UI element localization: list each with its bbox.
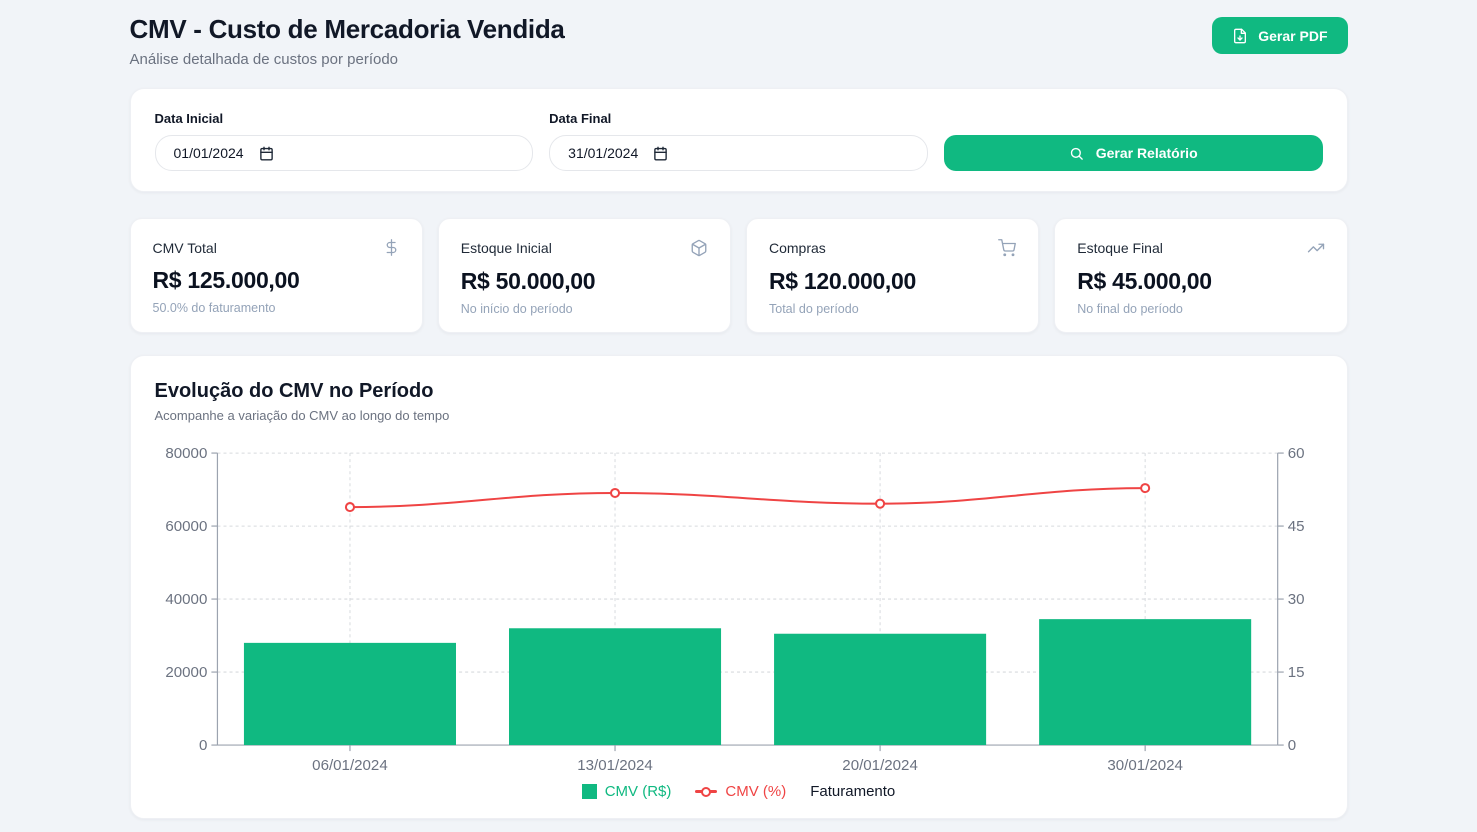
generate-pdf-button[interactable]: Gerar PDF	[1212, 17, 1348, 54]
generate-pdf-label: Gerar PDF	[1258, 27, 1328, 44]
svg-text:45: 45	[1287, 518, 1304, 535]
end-date-label: Data Final	[549, 111, 612, 126]
stat-value: R$ 50.000,00	[460, 268, 596, 294]
end-date-field: Data Final 31/01/2024	[549, 111, 928, 171]
search-icon	[1069, 146, 1084, 161]
content-container: CMV - Custo de Mercadoria Vendida Anális…	[129, 0, 1348, 820]
svg-text:0: 0	[1287, 737, 1295, 754]
chart-subtitle: Acompanhe a variação do CMV ao longo do …	[154, 408, 450, 423]
page-subtitle: Análise detalhada de custos por período	[129, 51, 399, 68]
end-date-input[interactable]: 31/01/2024	[549, 135, 928, 171]
start-date-field: Data Inicial 01/01/2024	[154, 111, 534, 171]
svg-text:40000: 40000	[165, 591, 207, 608]
stat-sub: Total do período	[769, 302, 859, 316]
page-title: CMV - Custo de Mercadoria Vendida	[129, 14, 565, 44]
filter-card: Data Inicial 01/01/2024 Data Final	[129, 88, 1348, 192]
stat-label: Estoque Inicial	[460, 240, 552, 256]
stat-card-estoque-inicial: Estoque Inicial R$ 50.000,00 No início d…	[437, 218, 731, 333]
svg-text:60: 60	[1287, 445, 1304, 462]
line-marker-icon	[695, 786, 718, 797]
dollar-icon	[383, 239, 400, 256]
stat-value: R$ 120.000,00	[769, 268, 917, 294]
legend-item-cmv-rs[interactable]: CMV (R$)	[581, 783, 672, 801]
svg-text:60000: 60000	[165, 518, 207, 535]
svg-text:06/01/2024: 06/01/2024	[312, 757, 388, 774]
end-date-value: 31/01/2024	[568, 145, 639, 161]
stat-sub: No início do período	[460, 302, 573, 316]
generate-report-button[interactable]: Gerar Relatório	[943, 135, 1323, 171]
stat-sub: No final do período	[1077, 302, 1183, 316]
svg-text:20000: 20000	[165, 664, 207, 681]
start-date-label: Data Inicial	[154, 111, 224, 126]
cmv-evolution-chart: 0 20000 40000 60000 80000 0 15 30 45 60 06/01/2024…	[155, 443, 1323, 779]
page-header-text: CMV - Custo de Mercadoria Vendida Anális…	[130, 14, 565, 68]
file-down-icon	[1232, 28, 1248, 44]
page-header: CMV - Custo de Mercadoria Vendida Anális…	[130, 14, 1348, 68]
stat-card-estoque-final: Estoque Final R$ 45.000,00 No final do p…	[1054, 218, 1348, 333]
start-date-value: 01/01/2024	[173, 145, 244, 161]
stat-card-compras: Compras R$ 120.000,00 Total do período	[746, 218, 1040, 333]
calendar-icon[interactable]	[259, 146, 274, 161]
chart-card: Evolução do CMV no Período Acompanhe a v…	[129, 355, 1348, 820]
trending-up-icon	[1307, 239, 1325, 257]
svg-text:15: 15	[1287, 664, 1304, 681]
svg-text:30/01/2024: 30/01/2024	[1107, 757, 1183, 774]
calendar-icon[interactable]	[653, 146, 668, 161]
legend-item-cmv-pct[interactable]: CMV (%)	[695, 783, 786, 800]
stat-sub: 50.0% do faturamento	[152, 301, 276, 315]
legend-item-faturamento[interactable]: Faturamento	[810, 783, 895, 800]
bar-swatch-icon	[581, 784, 597, 800]
chart-title: Evolução do CMV no Período	[154, 380, 434, 402]
stat-label: Compras	[769, 240, 826, 256]
svg-text:0: 0	[198, 737, 206, 754]
stat-label: Estoque Final	[1077, 240, 1163, 256]
stat-value: R$ 125.000,00	[152, 267, 300, 293]
svg-text:13/01/2024: 13/01/2024	[577, 757, 653, 774]
stat-label: CMV Total	[152, 239, 217, 256]
chart-canvas[interactable]: 0 20000 40000 60000 80000 0 15 30 45 60 06/01/2024…	[155, 443, 1323, 779]
legend-label: CMV (R$)	[604, 783, 672, 801]
svg-text:20/01/2024: 20/01/2024	[842, 757, 918, 774]
stat-value: R$ 45.000,00	[1077, 268, 1212, 294]
start-date-input[interactable]: 01/01/2024	[154, 135, 534, 171]
svg-text:80000: 80000	[165, 445, 207, 462]
generate-report-label: Gerar Relatório	[1095, 145, 1198, 161]
package-icon	[690, 239, 708, 257]
legend-label: CMV (%)	[725, 783, 787, 801]
cart-icon	[998, 239, 1017, 257]
stats-row: CMV Total R$ 125.000,00 50.0% do faturam…	[129, 218, 1348, 333]
legend-label: Faturamento	[810, 783, 896, 801]
chart-legend: CMV (R$) CMV (%) Faturamento	[155, 783, 1323, 800]
svg-text:30: 30	[1287, 591, 1304, 608]
stat-card-cmv-total: CMV Total R$ 125.000,00 50.0% do faturam…	[129, 218, 423, 333]
